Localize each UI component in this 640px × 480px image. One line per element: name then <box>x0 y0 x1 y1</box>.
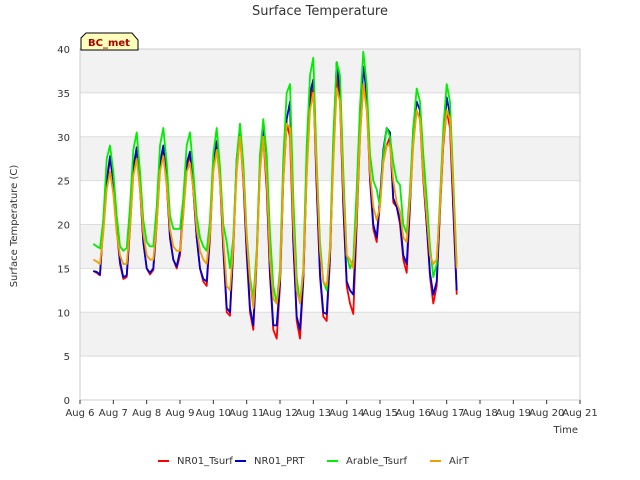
x-axis-label: Time <box>553 425 578 436</box>
badge-box <box>80 32 139 51</box>
y-tick-label: 0 <box>64 396 70 407</box>
y-tick-label: 5 <box>64 352 70 363</box>
legend-label: NR01_PRT <box>254 456 305 467</box>
background-band <box>80 49 580 93</box>
legend-label: AirT <box>449 456 470 467</box>
background-band <box>80 312 580 357</box>
legend-label: NR01_Tsurf <box>177 456 233 467</box>
plot-frame <box>79 48 581 401</box>
y-tick-label: 20 <box>57 221 70 232</box>
x-tick-label: Aug 8 <box>132 408 161 419</box>
series-lines <box>92 50 458 340</box>
badge-label: BC_met <box>88 38 130 49</box>
x-tick-label: Aug 20 <box>529 408 564 419</box>
series-line-airt <box>92 83 458 309</box>
background-band <box>80 136 580 181</box>
y-tick-label: 30 <box>57 133 70 144</box>
x-tick-label: Aug 6 <box>65 408 94 419</box>
y-tick-label: 35 <box>57 89 70 100</box>
x-tick-label: Aug 11 <box>229 408 264 419</box>
background-bands <box>80 49 580 357</box>
y-axis-ticks: 0 5 10 15 20 25 30 35 40 <box>57 45 70 407</box>
x-tick-label: Aug 17 <box>429 408 464 419</box>
x-tick-label: Aug 15 <box>362 408 397 419</box>
x-tick-label: Aug 21 <box>562 408 597 419</box>
y-tick-label: 25 <box>57 177 70 188</box>
legend: NR01_Tsurf NR01_PRT Arable_Tsurf AirT <box>158 456 470 467</box>
y-tick-label: 15 <box>57 264 70 275</box>
x-tick-label: Aug 14 <box>329 408 364 419</box>
x-tick-label: Aug 9 <box>165 408 194 419</box>
x-tick-label: Aug 19 <box>496 408 531 419</box>
x-tick-label: Aug 10 <box>196 408 231 419</box>
x-tick-label: Aug 12 <box>262 408 297 419</box>
y-tick-label: 10 <box>57 308 70 319</box>
legend-label: Arable_Tsurf <box>346 456 407 467</box>
series-line-arable-tsurf <box>92 50 458 305</box>
x-tick-label: Aug 16 <box>396 408 431 419</box>
series-line-nr01-prt <box>93 61 458 331</box>
bc-met-badge: BC_met <box>80 32 139 51</box>
x-tick-label: Aug 18 <box>462 408 497 419</box>
y-tick-label: 40 <box>57 45 70 56</box>
y-axis-label: Surface Temperature (C) <box>9 165 20 288</box>
chart-title: Surface Temperature <box>252 4 388 19</box>
x-tick-label: Aug 13 <box>296 408 331 419</box>
x-tick-label: Aug 7 <box>99 408 128 419</box>
